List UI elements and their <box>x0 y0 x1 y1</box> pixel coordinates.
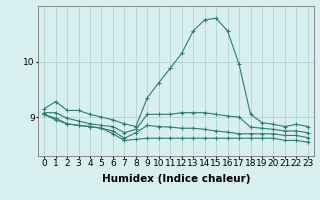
X-axis label: Humidex (Indice chaleur): Humidex (Indice chaleur) <box>102 174 250 184</box>
